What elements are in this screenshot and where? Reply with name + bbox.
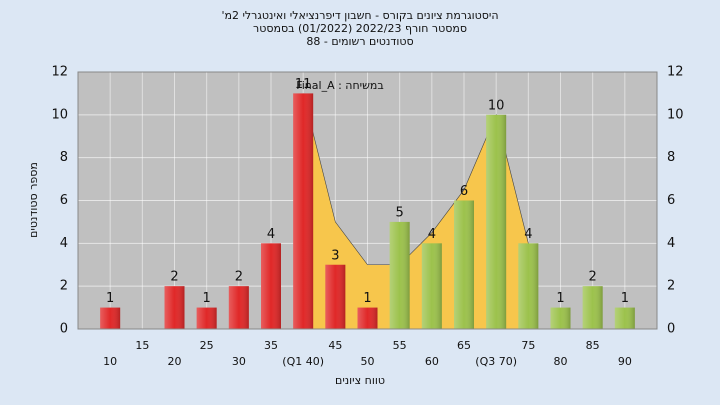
chart-subtitle: סמסטר חורף 2022/23 (01/2022) בסמסטר [253, 22, 467, 35]
bar-shade [518, 243, 539, 329]
y-tick-label: 4 [667, 236, 675, 251]
y-tick-label: 10 [51, 107, 68, 122]
x-tick-label: 35 [264, 339, 278, 352]
bar-shade [389, 221, 410, 329]
x-tick-label: 80 [554, 355, 568, 368]
bar-shade [164, 286, 185, 329]
y-axis-label: מספר סטודנטים [27, 162, 40, 238]
bar-shade [196, 307, 217, 329]
data-label: 4 [428, 227, 436, 242]
x-tick-label: 15 [135, 339, 149, 352]
bar-shade [261, 243, 281, 329]
x-tick-label: 45 [328, 339, 342, 352]
y-tick-label: 0 [667, 322, 675, 337]
y-tick-label: 6 [60, 193, 68, 208]
x-axis-label: טווח ציונים [335, 374, 385, 387]
bar-shade [228, 286, 249, 329]
chart-title: היסטוגרמת ציונים בקורס - חשבון דיפרנציאל… [221, 9, 498, 22]
x-tick-label: 90 [618, 355, 632, 368]
x-tick-label: 60 [425, 355, 439, 368]
chart-subtitle: סטודנטים רשומים - 88 [306, 35, 413, 48]
plot-border [77, 71, 658, 330]
bar-shade [454, 200, 474, 329]
x-tick-label: 10 [103, 355, 117, 368]
data-label: 3 [331, 248, 339, 263]
y-tick-label: 2 [667, 279, 675, 294]
y-tick-label: 12 [667, 65, 684, 80]
x-tick-label: 30 [232, 355, 246, 368]
data-label: 1 [621, 291, 629, 306]
data-label: 2 [589, 270, 597, 285]
x-tick-label: 65 [457, 339, 471, 352]
x-tick-label: (Q3 70) [475, 355, 517, 368]
data-label: 11 [295, 77, 312, 92]
data-label: 1 [556, 291, 564, 306]
y-tick-label: 4 [60, 236, 68, 251]
x-tick-label: 85 [586, 339, 600, 352]
data-label: 2 [235, 270, 243, 285]
data-label: 1 [363, 291, 371, 306]
x-tick-label: 25 [200, 339, 214, 352]
data-label: 4 [267, 227, 275, 242]
data-label: 1 [203, 291, 211, 306]
x-tick-label: 75 [521, 339, 535, 352]
y-tick-label: 8 [60, 150, 68, 165]
data-label: 2 [170, 270, 178, 285]
bar-shade [293, 93, 314, 330]
data-label: 4 [524, 227, 532, 242]
x-tick-label: 50 [361, 355, 375, 368]
data-label: 6 [460, 184, 468, 199]
y-tick-label: 8 [667, 150, 675, 165]
y-tick-label: 6 [667, 193, 675, 208]
y-tick-label: 12 [51, 65, 68, 80]
x-tick-label: 55 [393, 339, 407, 352]
bar-shade [100, 307, 121, 329]
bar-shade [421, 243, 442, 329]
bar-shade [550, 307, 571, 329]
bar-shade [486, 114, 507, 329]
annotation: במשיחה : Final_A [296, 79, 384, 92]
bar-shade [325, 264, 346, 329]
data-label: 5 [396, 205, 404, 220]
bar-shade [357, 307, 378, 329]
y-tick-label: 0 [60, 322, 68, 337]
data-label: 10 [488, 98, 505, 113]
bar-shade [582, 286, 603, 329]
x-tick-label: 20 [168, 355, 182, 368]
bar-shade [614, 307, 635, 329]
x-tick-label: (Q1 40) [282, 355, 324, 368]
y-tick-label: 10 [667, 107, 684, 122]
y-tick-label: 2 [60, 279, 68, 294]
data-label: 1 [106, 291, 114, 306]
